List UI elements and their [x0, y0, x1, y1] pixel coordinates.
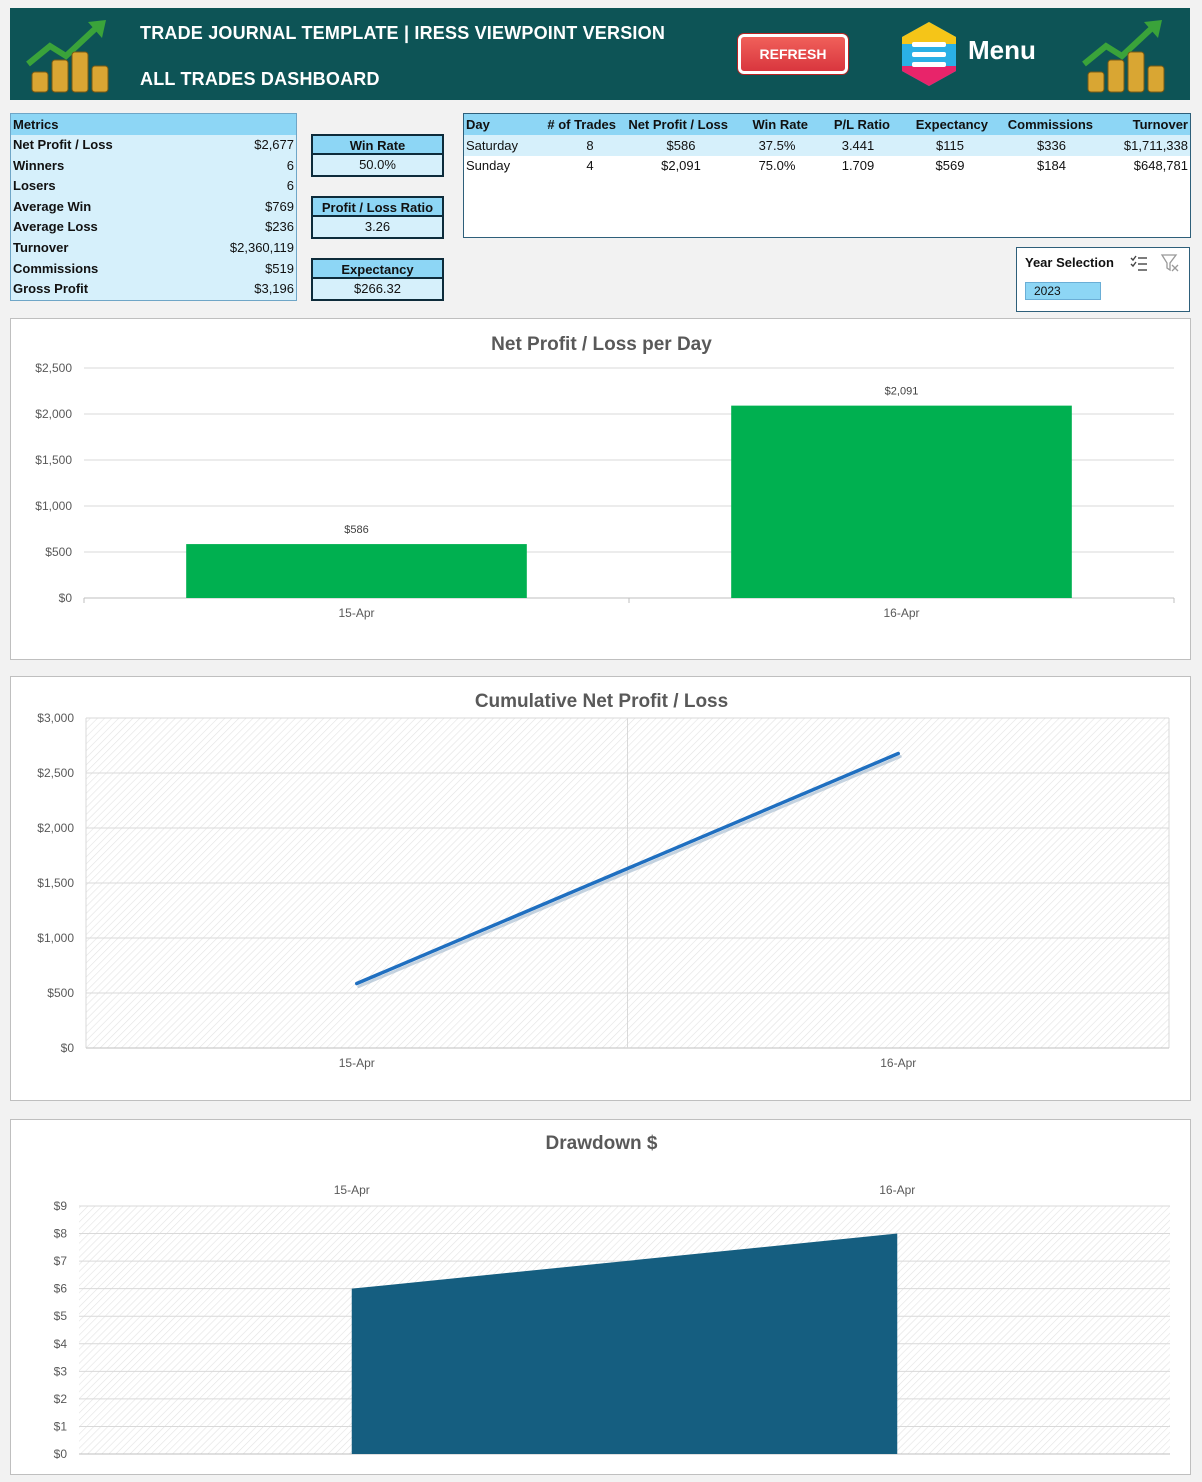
clear-filter-icon[interactable]: [1160, 253, 1180, 273]
y-tick-label: $0: [59, 591, 73, 605]
area-chart: Drawdown $ $0 $1 $2 $3 $4 $5 $6 $7 $8 $9 15-Apr 16-A…: [54, 1133, 1170, 1461]
profit-loss-ratio-box: Profit / Loss Ratio 3.26: [311, 196, 444, 239]
table-header-row: Day # of Trades Net Profit / Loss Win Ra…: [464, 114, 1190, 135]
series-line: [355, 751, 900, 986]
menu-icon[interactable]: [898, 20, 960, 88]
bar-chart: Net Profit / Loss per Day $0 $500 $1,000 $1,…: [35, 334, 1175, 620]
y-tick-label: $2: [54, 1392, 68, 1406]
kpi-label: Expectancy: [313, 260, 442, 279]
y-tick-label: $2,000: [37, 821, 74, 835]
y-tick-label: $1,500: [35, 453, 72, 467]
column-header: Turnover: [1095, 114, 1190, 135]
year-slicer: Year Selection 2023: [1016, 247, 1190, 312]
x-tick-label: 15-Apr: [338, 606, 374, 620]
column-header: Day: [464, 114, 536, 135]
x-tick-label: 16-Apr: [880, 1056, 916, 1070]
metric-row: Losers 6: [13, 178, 294, 194]
slicer-item-2023[interactable]: 2023: [1025, 282, 1101, 300]
kpi-value: $266.32: [313, 279, 442, 299]
data-label: $2,091: [885, 386, 919, 398]
y-tick-label: $2,000: [35, 407, 72, 421]
data-label: $586: [344, 524, 368, 536]
day-summary-table: Day # of Trades Net Profit / Loss Win Ra…: [463, 113, 1191, 238]
kpi-label: Win Rate: [313, 136, 442, 155]
series-area: [351, 1233, 898, 1454]
kpi-label: Profit / Loss Ratio: [313, 198, 442, 217]
x-tick-label: 15-Apr: [334, 1183, 370, 1197]
page-title: TRADE JOURNAL TEMPLATE | IRESS VIEWPOINT…: [140, 23, 666, 43]
chart-title: Net Profit / Loss per Day: [491, 334, 712, 355]
y-tick-label: $500: [45, 545, 72, 559]
y-tick-label: $6: [54, 1282, 68, 1296]
refresh-button[interactable]: REFRESH: [738, 34, 848, 74]
metric-row: Gross Profit $3,196: [13, 281, 294, 297]
expectancy-box: Expectancy $266.32: [311, 258, 444, 301]
y-tick-label: $0: [54, 1447, 68, 1461]
bar: [186, 544, 527, 598]
slicer-title: Year Selection: [1025, 255, 1114, 270]
x-tick-label: 16-Apr: [883, 606, 919, 620]
table-row: Saturday 8 $586 37.5% 3.441 $115 $336 $1…: [464, 135, 1190, 156]
y-tick-label: $2,500: [37, 766, 74, 780]
column-header: P/L Ratio: [810, 114, 892, 135]
drawdown-chart: Drawdown $ $0 $1 $2 $3 $4 $5 $6 $7 $8 $9 15-Apr 16-A…: [10, 1119, 1191, 1475]
series-line-shadow: [357, 755, 902, 989]
win-rate-box: Win Rate 50.0%: [311, 134, 444, 177]
cumulative-net-profit-chart: Cumulative Net Profit / Loss $0 $500 $1,000…: [10, 676, 1191, 1101]
y-tick-label: $2,500: [35, 361, 72, 375]
coins-chart-icon: [1082, 20, 1165, 93]
column-header: # of Trades: [536, 114, 618, 135]
table-row: Sunday 4 $2,091 75.0% 1.709 $569 $184 $6…: [466, 158, 1188, 174]
chart-title: Drawdown $: [546, 1133, 658, 1154]
y-tick-label: $1,500: [37, 876, 74, 890]
y-tick-label: $500: [47, 986, 74, 1000]
y-tick-label: $8: [54, 1227, 68, 1241]
column-header: Expectancy: [892, 114, 990, 135]
coins-chart-icon: [26, 20, 109, 93]
y-tick-label: $3: [54, 1364, 68, 1378]
bar: [731, 405, 1072, 598]
metric-row: Average Loss $236: [13, 219, 294, 235]
y-tick-label: $1,000: [35, 499, 72, 513]
metric-row: Turnover $2,360,119: [13, 239, 294, 255]
metrics-table: Metrics Net Profit / Loss $2,677 Winners 6…: [10, 113, 297, 301]
y-tick-label: $7: [54, 1254, 68, 1268]
metrics-header: Metrics: [11, 114, 296, 135]
kpi-value: 3.26: [313, 217, 442, 237]
x-tick-label: 16-Apr: [879, 1183, 915, 1197]
y-tick-label: $5: [54, 1309, 68, 1323]
x-tick-label: 15-Apr: [339, 1056, 375, 1070]
column-header: Win Rate: [730, 114, 810, 135]
chart-title: Cumulative Net Profit / Loss: [475, 691, 728, 712]
page-subtitle: ALL TRADES DASHBOARD: [140, 69, 380, 89]
y-tick-label: $1,000: [37, 931, 74, 945]
multi-select-icon[interactable]: [1130, 254, 1148, 272]
metric-row: Net Profit / Loss $2,677: [13, 137, 294, 152]
net-profit-per-day-chart: Net Profit / Loss per Day $0 $500 $1,000 $1,…: [10, 318, 1191, 660]
metric-row: Average Win $769: [13, 198, 294, 214]
y-tick-label: $4: [54, 1337, 68, 1351]
dashboard-header: TRADE JOURNAL TEMPLATE | IRESS VIEWPOINT…: [10, 8, 1190, 100]
y-tick-label: $0: [61, 1041, 75, 1055]
metric-row: Commissions $519: [13, 260, 294, 276]
y-tick-label: $1: [54, 1419, 68, 1433]
y-tick-label: $3,000: [37, 711, 74, 725]
kpi-value: 50.0%: [313, 155, 442, 175]
y-tick-label: $9: [54, 1199, 68, 1213]
column-header: Commissions: [990, 114, 1095, 135]
column-header: Net Profit / Loss: [618, 114, 730, 135]
metric-row: Winners 6: [13, 157, 294, 173]
line-chart: Cumulative Net Profit / Loss $0 $500 $1,000…: [37, 691, 1170, 1070]
menu-label[interactable]: Menu: [968, 35, 1036, 65]
